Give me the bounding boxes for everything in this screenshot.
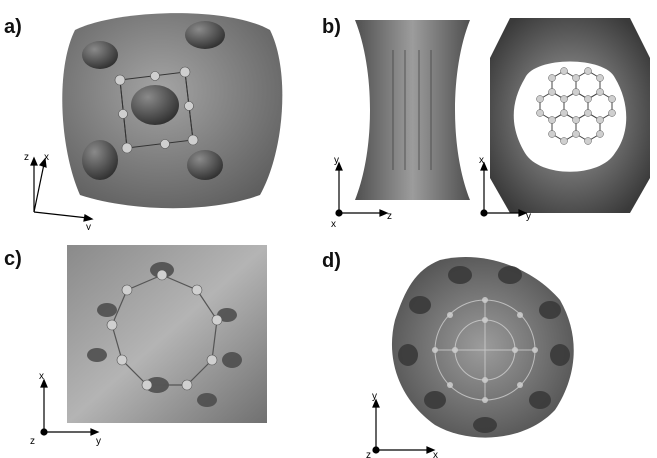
axis-x: x [479,155,484,166]
panel-a-render [62,13,283,209]
panel-d-render [391,256,574,438]
axis-x: x [39,371,44,382]
axis-z: z [366,450,371,458]
panel-a-axes: z x y [24,152,94,230]
axis-x: x [433,450,438,458]
axis-z: z [30,436,35,447]
axis-x: x [44,152,49,163]
axis-z: z [387,211,392,222]
axis-y: y [96,436,101,447]
axis-z: z [24,152,29,163]
panel-b-left-render [355,20,470,200]
panel-c-label: c) [4,248,22,270]
axis-y: y [86,222,91,230]
panel-b-left-axes: y x z [331,155,392,230]
panel-a-label: a) [4,16,22,38]
axis-y: y [526,211,531,222]
panel-b-right-render [490,18,650,213]
panel-d-label: d) [322,250,341,272]
axis-x: x [331,219,336,230]
panel-c-axes: x z y [30,371,101,447]
panel-c-render [67,245,267,423]
panel-b-right-axes: x y [479,155,531,222]
panel-b-label: b) [322,16,341,38]
panel-d-axes: y z x [366,391,438,458]
axis-y: y [334,155,339,166]
axis-y: y [372,391,377,402]
